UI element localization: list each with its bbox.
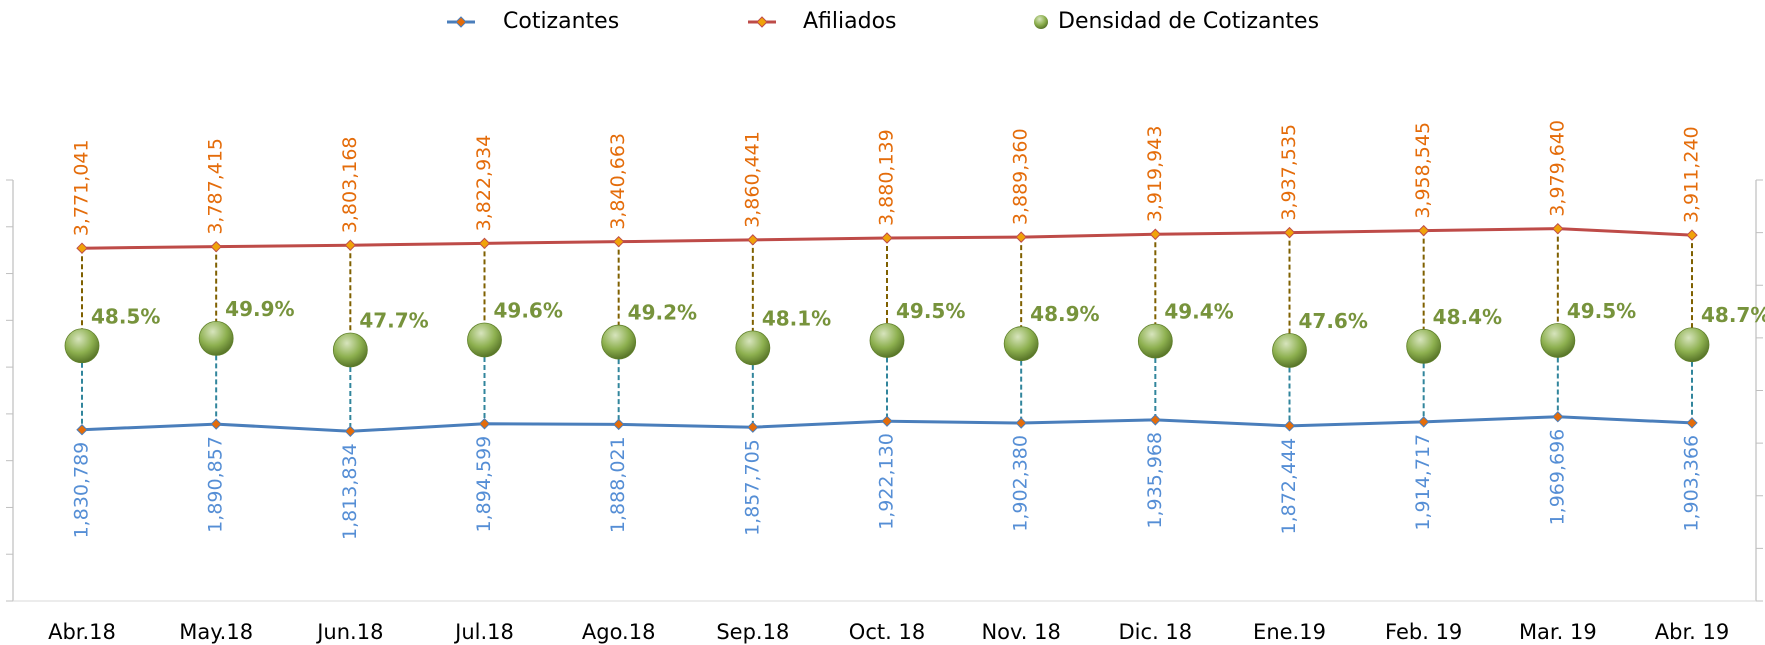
marker xyxy=(478,237,491,250)
data-label: 1,872,444 xyxy=(1278,438,1300,535)
bubble xyxy=(64,328,100,364)
legend-label: Cotizantes xyxy=(503,9,619,34)
marker xyxy=(1149,228,1162,240)
marker xyxy=(612,235,625,248)
data-label: 1,888,021 xyxy=(607,436,629,533)
x-tick-label: Nov. 18 xyxy=(981,620,1060,644)
data-label: 3,889,360 xyxy=(1010,128,1032,225)
data-label: 3,911,240 xyxy=(1681,126,1703,223)
marker xyxy=(210,240,222,253)
data-label: 3,919,943 xyxy=(1144,126,1166,223)
data-label: 49.5% xyxy=(1567,299,1636,323)
marker xyxy=(1283,226,1296,239)
data-label: 49.2% xyxy=(628,301,697,325)
x-tick-label: Sep.18 xyxy=(716,620,789,644)
marker xyxy=(344,239,357,251)
data-label: 48.5% xyxy=(91,304,160,328)
data-label: 1,813,834 xyxy=(339,443,361,540)
marker xyxy=(1283,420,1296,432)
bubble xyxy=(1674,327,1710,363)
data-label: 47.7% xyxy=(359,308,428,332)
data-label: 1,902,380 xyxy=(1010,435,1032,532)
marker xyxy=(881,232,893,244)
data-label: 3,803,168 xyxy=(339,136,361,233)
marker xyxy=(478,418,491,430)
data-label: 48.1% xyxy=(762,306,831,330)
data-label: 49.9% xyxy=(225,297,294,321)
x-tick-label: Mar. 19 xyxy=(1519,620,1597,644)
data-label: 49.5% xyxy=(896,299,965,323)
legend-marker xyxy=(1034,15,1048,29)
data-label: 1,914,717 xyxy=(1412,434,1434,531)
data-label: 1,969,696 xyxy=(1546,429,1568,526)
marker xyxy=(210,418,222,430)
data-label: 1,830,789 xyxy=(71,442,93,539)
legend-label: Afiliados xyxy=(803,9,897,34)
x-tick-label: Oct. 18 xyxy=(849,620,925,644)
bubble xyxy=(467,322,502,358)
marker xyxy=(747,234,759,246)
x-tick-label: Abr.18 xyxy=(48,620,116,644)
bubble xyxy=(198,321,234,356)
bubble xyxy=(1540,323,1576,358)
data-label: 1,922,130 xyxy=(876,433,898,530)
data-label: 3,958,545 xyxy=(1412,122,1434,219)
data-label: 1,903,366 xyxy=(1681,435,1703,532)
legend-marker xyxy=(455,16,467,28)
marker xyxy=(1552,411,1564,423)
data-label: 1,890,857 xyxy=(205,436,227,533)
x-tick-label: Ago.18 xyxy=(582,620,656,644)
x-tick-label: May.18 xyxy=(179,620,253,644)
bubble xyxy=(601,324,637,360)
data-label: 1,894,599 xyxy=(473,436,495,533)
data-label: 3,860,441 xyxy=(741,131,763,228)
bubble xyxy=(1272,333,1307,368)
x-tick-label: Jun.18 xyxy=(315,620,383,644)
marker xyxy=(1686,417,1698,429)
marker xyxy=(1417,224,1430,237)
marker xyxy=(1015,231,1027,243)
marker xyxy=(747,421,759,433)
marker xyxy=(344,425,357,438)
marker xyxy=(1015,417,1027,429)
data-label: 3,787,415 xyxy=(205,138,227,235)
bubble xyxy=(332,332,368,368)
legend-label: Densidad de Cotizantes xyxy=(1058,9,1319,34)
data-label: 1,857,705 xyxy=(741,439,763,536)
data-label: 49.4% xyxy=(1164,300,1233,324)
marker xyxy=(1417,416,1430,428)
data-label: 3,771,041 xyxy=(71,139,93,236)
x-tick-label: Dic. 18 xyxy=(1119,620,1193,644)
legend-marker xyxy=(756,16,768,28)
marker xyxy=(1686,229,1698,241)
marker xyxy=(1552,222,1564,235)
marker xyxy=(881,415,893,427)
data-label: 3,840,663 xyxy=(607,133,629,230)
bubble xyxy=(1003,326,1039,362)
data-label: 47.6% xyxy=(1299,309,1368,333)
x-tick-label: Ene.19 xyxy=(1253,620,1326,644)
data-label: 48.4% xyxy=(1433,305,1502,329)
data-label: 49.6% xyxy=(494,298,563,322)
data-label: 48.7% xyxy=(1701,303,1765,327)
data-label: 1,935,968 xyxy=(1144,432,1166,529)
x-tick-label: Abr. 19 xyxy=(1655,620,1729,644)
data-label: 48.9% xyxy=(1030,302,1099,326)
data-label: 3,979,640 xyxy=(1546,120,1568,217)
bubble xyxy=(1406,328,1442,364)
bubble xyxy=(1137,323,1173,359)
bubble xyxy=(735,330,771,366)
data-label: 3,822,934 xyxy=(473,135,495,232)
x-tick-label: Jul.18 xyxy=(453,620,514,644)
data-label: 3,880,139 xyxy=(876,129,898,226)
marker xyxy=(76,242,88,254)
marker xyxy=(1149,414,1162,426)
bubble xyxy=(869,323,905,358)
marker xyxy=(612,418,625,431)
x-tick-label: Feb. 19 xyxy=(1385,620,1462,644)
data-label: 3,937,535 xyxy=(1278,124,1300,221)
marker xyxy=(76,424,88,436)
